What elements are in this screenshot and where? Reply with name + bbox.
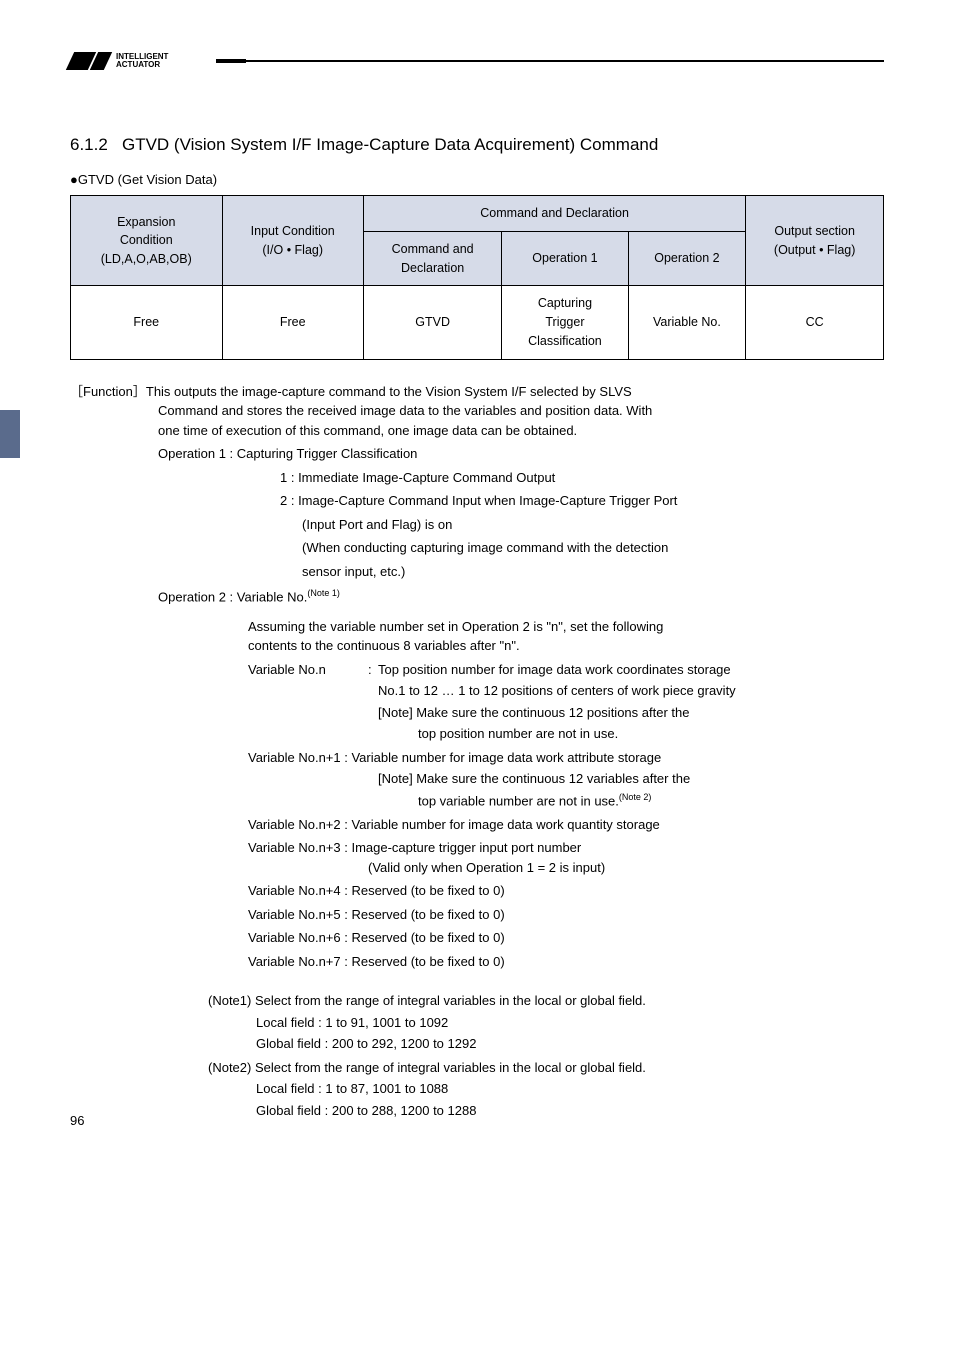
- th-op2: Operation 2: [628, 231, 746, 286]
- op2-label: Operation 2 : Variable No.(Note 1): [158, 587, 884, 607]
- function-line1: ［Function］This outputs the image-capture…: [70, 382, 884, 402]
- note2: (Note2) Select from the range of integra…: [208, 1058, 884, 1078]
- th-command-decl: Command and Declaration: [363, 196, 745, 232]
- td-varno: Variable No.: [628, 286, 746, 359]
- op2-body2: contents to the continuous 8 variables a…: [248, 636, 884, 656]
- command-table: Expansion Condition (LD,A,O,AB,OB) Input…: [70, 195, 884, 360]
- note2-a: Local field : 1 to 87, 1001 to 1088: [256, 1079, 884, 1099]
- note2-b: Global field : 200 to 288, 1200 to 1288: [256, 1101, 884, 1121]
- page-number: 96: [70, 1111, 84, 1131]
- td-trigger: Capturing Trigger Classification: [502, 286, 628, 359]
- logo-text-2: ACTUATOR: [116, 61, 168, 69]
- var-n6: Variable No.n+6 : Reserved (to be fixed …: [248, 928, 884, 948]
- td-gtvd: GTVD: [363, 286, 501, 359]
- op1-item2b: (Input Port and Flag) is on: [302, 515, 884, 535]
- op1-item2d: sensor input, etc.): [302, 562, 884, 582]
- var-n: Variable No.n : Top position number for …: [248, 660, 884, 680]
- note1-b: Global field : 200 to 292, 1200 to 1292: [256, 1034, 884, 1054]
- var-n3: Variable No.n+3 : Image-capture trigger …: [248, 838, 884, 858]
- var-n1: Variable No.n+1 : Variable number for im…: [248, 748, 884, 768]
- bullet-subtitle: ●GTVD (Get Vision Data): [70, 170, 884, 190]
- header-rule: INTELLIGENT ACTUATOR: [70, 50, 884, 72]
- var-n7: Variable No.n+7 : Reserved (to be fixed …: [248, 952, 884, 972]
- var-n2: Variable No.n+2 : Variable number for im…: [248, 815, 884, 835]
- note1-a: Local field : 1 to 91, 1001 to 1092: [256, 1013, 884, 1033]
- var-n1-note2: top variable number are not in use.(Note…: [418, 791, 884, 811]
- var-n3-sub: (Valid only when Operation 1 = 2 is inpu…: [368, 858, 884, 878]
- td-free2: Free: [222, 286, 363, 359]
- op1-item1: 1 : Immediate Image-Capture Command Outp…: [280, 468, 884, 488]
- var-n-note2: top position number are not in use.: [418, 724, 884, 744]
- var-n1-note: [Note] Make sure the continuous 12 varia…: [378, 769, 884, 789]
- logo: INTELLIGENT ACTUATOR: [70, 50, 210, 72]
- side-tab: [0, 410, 20, 458]
- op1-label: Operation 1 : Capturing Trigger Classifi…: [158, 444, 884, 464]
- var-n4: Variable No.n+4 : Reserved (to be fixed …: [248, 881, 884, 901]
- section-title: 6.1.2 GTVD (Vision System I/F Image-Capt…: [70, 132, 884, 158]
- op1-item2c: (When conducting capturing image command…: [302, 538, 884, 558]
- var-n-note: [Note] Make sure the continuous 12 posit…: [378, 703, 884, 723]
- th-output: Output section (Output • Flag): [746, 196, 884, 286]
- function-line3: one time of execution of this command, o…: [158, 421, 884, 441]
- op1-item2: 2 : Image-Capture Command Input when Ima…: [280, 491, 884, 511]
- var-n-sub1: No.1 to 12 … 1 to 12 positions of center…: [378, 681, 884, 701]
- th-input: Input Condition (I/O • Flag): [222, 196, 363, 286]
- function-line2: Command and stores the received image da…: [158, 401, 884, 421]
- op2-body1: Assuming the variable number set in Oper…: [248, 617, 884, 637]
- td-cc: CC: [746, 286, 884, 359]
- td-free1: Free: [71, 286, 223, 359]
- th-cmd: Command and Declaration: [363, 231, 501, 286]
- note1: (Note1) Select from the range of integra…: [208, 991, 884, 1011]
- th-expansion: Expansion Condition (LD,A,O,AB,OB): [71, 196, 223, 286]
- th-op1: Operation 1: [502, 231, 628, 286]
- var-n5: Variable No.n+5 : Reserved (to be fixed …: [248, 905, 884, 925]
